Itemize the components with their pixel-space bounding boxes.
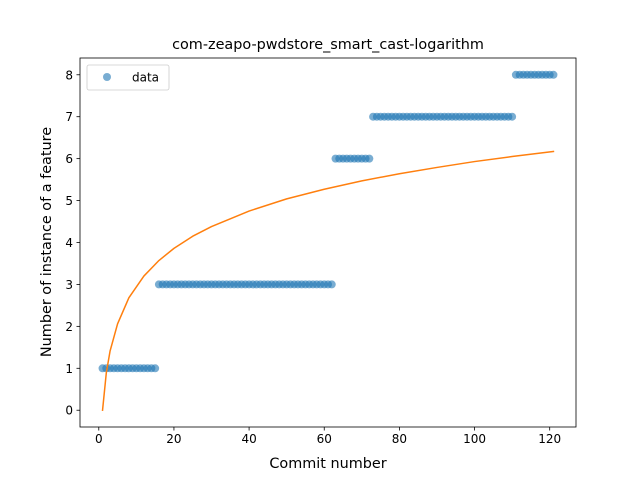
x-tick-label: 60 [317, 432, 332, 446]
data-point [549, 70, 558, 79]
y-tick-label: 6 [65, 152, 73, 166]
y-tick-label: 5 [65, 194, 73, 208]
chart-title: com-zeapo-pwdstore_smart_cast-logarithm [172, 37, 484, 53]
x-tick-label: 120 [538, 432, 561, 446]
axes-frame [79, 57, 577, 428]
data-point [151, 364, 160, 373]
y-tick-label: 1 [65, 362, 73, 376]
x-tick-label: 80 [392, 432, 407, 446]
plot-area: 0 20 40 60 80 100 120 0 1 2 3 4 5 6 7 8 data [65, 57, 577, 446]
fit-line [101, 150, 555, 412]
y-axis-label: Number of instance of a feature [39, 127, 55, 357]
legend-box [86, 64, 170, 91]
y-tick-label: 8 [65, 68, 73, 82]
y-tick-label: 7 [65, 110, 73, 124]
data-point [327, 280, 336, 289]
x-tick-label: 40 [241, 432, 256, 446]
legend-marker [103, 73, 111, 81]
x-tick-label: 0 [95, 432, 103, 446]
y-tick-label: 4 [65, 236, 73, 250]
x-axis-label: Commit number [269, 456, 386, 472]
legend-label: data [132, 71, 159, 85]
data-point [508, 112, 517, 121]
data-point [365, 154, 374, 163]
y-tick-label: 0 [65, 404, 73, 418]
y-tick-label: 3 [65, 278, 73, 292]
x-tick-label: 100 [463, 432, 486, 446]
y-tick-label: 2 [65, 320, 73, 334]
x-tick-label: 20 [166, 432, 181, 446]
